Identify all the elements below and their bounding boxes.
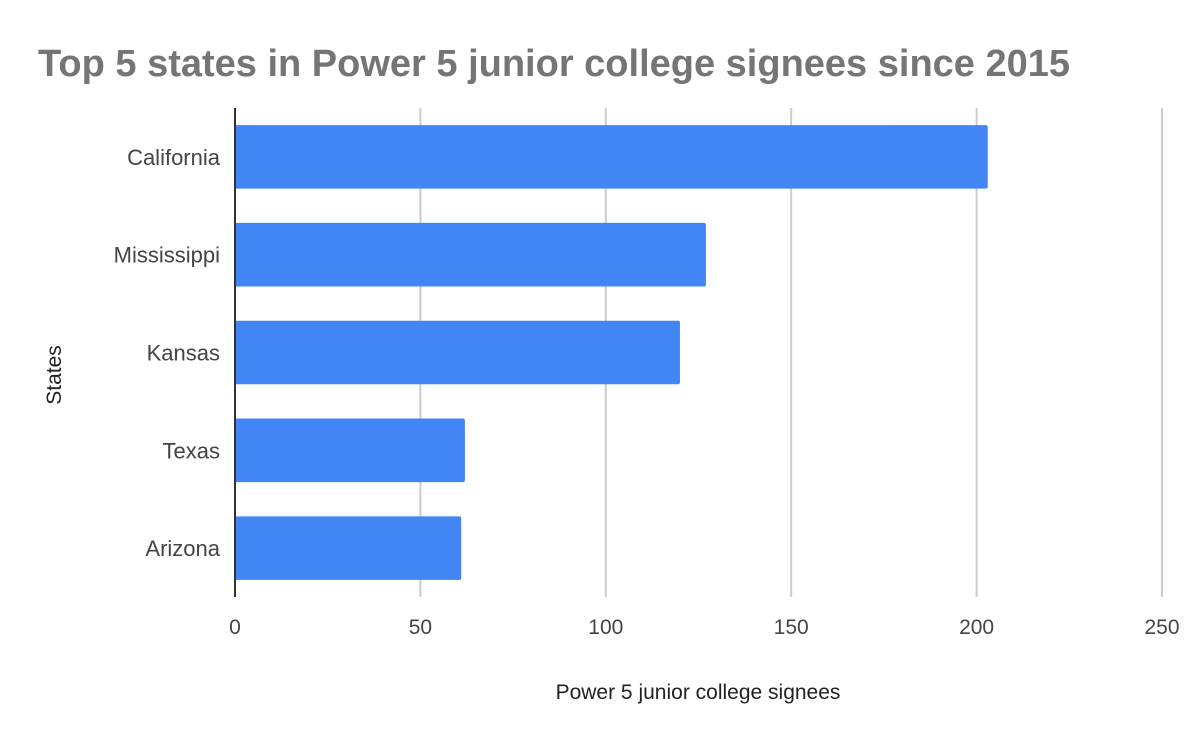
x-tick-labels: 0 50 100 150 200 250	[229, 616, 1179, 639]
bar-california	[235, 125, 988, 189]
x-tick-label: 50	[409, 616, 432, 639]
x-tick-label: 150	[774, 616, 809, 639]
x-tick-label: 250	[1144, 616, 1179, 639]
x-tick-label: 200	[959, 616, 994, 639]
y-axis-title: States	[43, 345, 66, 405]
category-label-kansas: Kansas	[147, 341, 220, 366]
category-label-arizona: Arizona	[145, 536, 220, 561]
bars	[235, 125, 988, 580]
x-tick-label: 0	[229, 616, 241, 639]
bar-kansas	[235, 320, 680, 385]
x-tick-label: 100	[588, 616, 623, 639]
gridlines	[419, 108, 1163, 597]
bar-texas	[235, 418, 465, 483]
category-label-california: California	[127, 145, 221, 170]
bar-mississippi	[235, 222, 706, 287]
x-axis-title: Power 5 junior college signees	[556, 681, 841, 704]
category-label-mississippi: Mississippi	[114, 243, 220, 268]
category-labels: California Mississippi Kansas Texas Arizona	[114, 145, 221, 561]
bar-arizona	[235, 516, 462, 580]
chart-title: Top 5 states in Power 5 junior college s…	[38, 43, 1070, 85]
category-label-texas: Texas	[163, 438, 220, 463]
